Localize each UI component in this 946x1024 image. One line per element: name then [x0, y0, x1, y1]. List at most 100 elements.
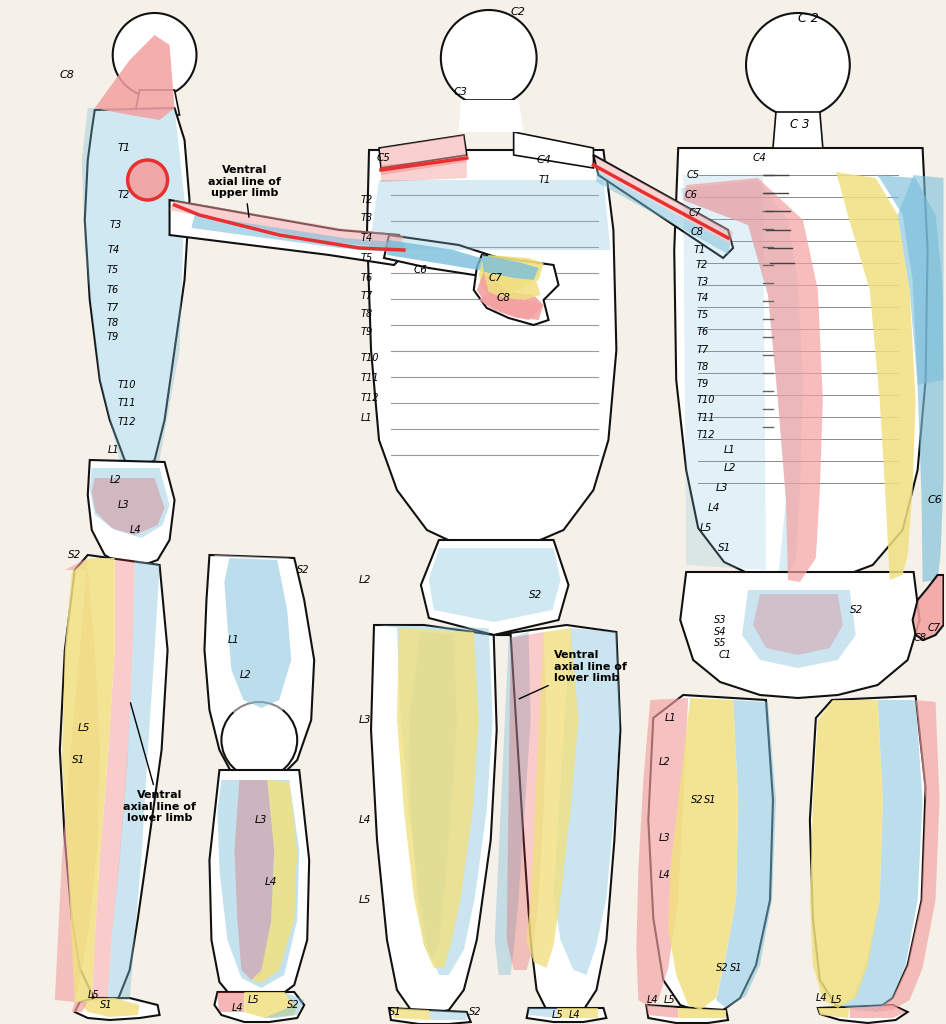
- Text: T3: T3: [361, 213, 374, 223]
- Text: T5: T5: [361, 253, 374, 263]
- Text: T4: T4: [696, 293, 709, 303]
- Text: L5: L5: [247, 995, 259, 1005]
- Text: L2: L2: [359, 575, 372, 585]
- Polygon shape: [252, 780, 297, 983]
- Polygon shape: [529, 1008, 556, 1018]
- Polygon shape: [92, 558, 134, 1002]
- Text: C6: C6: [928, 495, 942, 505]
- Text: L3: L3: [658, 833, 670, 843]
- Text: T12: T12: [696, 430, 714, 440]
- Text: L3: L3: [359, 715, 372, 725]
- Polygon shape: [389, 1008, 471, 1024]
- Polygon shape: [379, 625, 493, 975]
- Text: T6: T6: [696, 327, 709, 337]
- Polygon shape: [459, 100, 524, 132]
- Polygon shape: [81, 108, 184, 475]
- Text: S1: S1: [718, 543, 731, 553]
- Text: C 3: C 3: [790, 119, 810, 131]
- Polygon shape: [593, 155, 733, 258]
- Text: L2: L2: [724, 463, 737, 473]
- Text: T2: T2: [695, 260, 708, 270]
- Polygon shape: [209, 555, 305, 722]
- Text: T11: T11: [117, 398, 136, 408]
- Text: Ventral
axial line of
upper limb: Ventral axial line of upper limb: [208, 165, 281, 217]
- Polygon shape: [646, 1005, 678, 1018]
- Text: L1: L1: [664, 713, 675, 723]
- Polygon shape: [60, 555, 167, 1000]
- Polygon shape: [876, 175, 943, 582]
- Polygon shape: [264, 992, 305, 1018]
- Text: L5: L5: [700, 523, 712, 534]
- Polygon shape: [464, 100, 517, 130]
- Text: S2: S2: [469, 1007, 482, 1017]
- Text: S2: S2: [68, 550, 81, 560]
- Polygon shape: [683, 178, 823, 582]
- Text: S2: S2: [288, 1000, 300, 1010]
- Text: Ventral
axial line of
lower limb: Ventral axial line of lower limb: [123, 702, 196, 823]
- Text: S3: S3: [714, 615, 727, 625]
- Text: C4: C4: [753, 153, 767, 163]
- Text: S2: S2: [716, 963, 728, 973]
- Text: T5: T5: [107, 265, 119, 275]
- Text: C6: C6: [684, 190, 697, 200]
- Text: L1: L1: [108, 445, 119, 455]
- Text: L5: L5: [552, 1010, 563, 1020]
- Text: T6: T6: [107, 285, 119, 295]
- Polygon shape: [479, 255, 544, 295]
- Polygon shape: [742, 590, 856, 668]
- Text: L1: L1: [227, 635, 239, 645]
- Polygon shape: [680, 572, 920, 698]
- Text: T3: T3: [696, 278, 709, 287]
- Text: C8: C8: [497, 293, 511, 303]
- Polygon shape: [379, 135, 466, 168]
- Polygon shape: [683, 175, 766, 570]
- Polygon shape: [235, 780, 274, 980]
- Text: L3: L3: [117, 500, 130, 510]
- Polygon shape: [371, 625, 497, 1015]
- Circle shape: [221, 702, 297, 778]
- Text: S1: S1: [72, 755, 85, 765]
- Text: T7: T7: [107, 303, 119, 313]
- Text: T4: T4: [108, 245, 120, 255]
- Text: C2: C2: [511, 7, 526, 17]
- Text: S1: S1: [704, 795, 717, 805]
- Text: L4: L4: [569, 1010, 580, 1020]
- Polygon shape: [648, 695, 773, 1012]
- Polygon shape: [81, 998, 140, 1017]
- Polygon shape: [514, 132, 593, 168]
- Polygon shape: [387, 240, 494, 272]
- Text: T10: T10: [696, 395, 714, 406]
- Polygon shape: [483, 272, 540, 300]
- Polygon shape: [95, 35, 175, 120]
- Text: T8: T8: [361, 309, 374, 319]
- Text: T12: T12: [361, 393, 379, 403]
- Polygon shape: [668, 698, 738, 1010]
- Circle shape: [128, 160, 167, 200]
- Text: L5: L5: [88, 990, 99, 1000]
- Polygon shape: [646, 1005, 728, 1023]
- Polygon shape: [191, 215, 404, 253]
- Polygon shape: [169, 200, 409, 265]
- Text: C7: C7: [688, 208, 701, 218]
- Polygon shape: [409, 632, 457, 961]
- Text: S1: S1: [99, 1000, 113, 1010]
- Text: C4: C4: [536, 155, 552, 165]
- Text: C8: C8: [691, 227, 703, 237]
- Polygon shape: [55, 558, 99, 1002]
- Polygon shape: [507, 632, 547, 970]
- Text: S2: S2: [850, 605, 863, 615]
- Circle shape: [113, 13, 197, 97]
- Text: T7: T7: [696, 345, 709, 355]
- Text: L4: L4: [646, 995, 657, 1005]
- Polygon shape: [244, 992, 297, 1018]
- Text: T1: T1: [693, 245, 706, 255]
- Polygon shape: [678, 1008, 727, 1018]
- Text: C8: C8: [60, 70, 75, 80]
- Polygon shape: [477, 272, 544, 319]
- Text: T7: T7: [361, 291, 374, 301]
- Text: T9: T9: [107, 332, 119, 342]
- Text: S2: S2: [297, 565, 309, 575]
- Polygon shape: [867, 700, 939, 1012]
- Polygon shape: [397, 628, 479, 968]
- Polygon shape: [479, 292, 544, 319]
